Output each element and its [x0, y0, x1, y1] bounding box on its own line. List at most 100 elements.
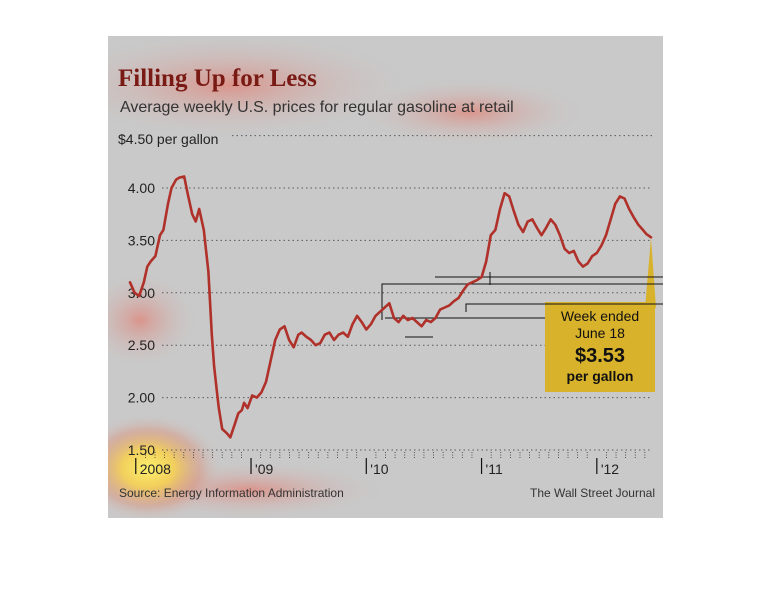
price-point: [154, 255, 157, 257]
y-tick-label: 4.00: [128, 180, 155, 196]
price-point: [545, 226, 547, 229]
price-point: [260, 391, 263, 394]
heat-spot-corner: [108, 413, 223, 518]
price-point: [536, 226, 538, 229]
price-points: [129, 175, 652, 439]
price-point: [476, 279, 478, 282]
price-point: [411, 317, 414, 319]
price-point: [582, 265, 584, 268]
price-point: [402, 315, 405, 317]
price-point: [225, 432, 228, 435]
heat-spot-title: [108, 36, 420, 140]
x-tick-label: '10: [370, 461, 388, 477]
price-point: [448, 304, 451, 307]
price-point: [586, 262, 589, 265]
callout-background: [545, 302, 655, 392]
price-point: [323, 333, 326, 336]
price-point: [605, 234, 607, 237]
price-point: [591, 255, 594, 257]
y-tick-label: 3.50: [128, 232, 155, 248]
price-point: [443, 306, 446, 309]
price-point: [406, 319, 409, 321]
price-point: [365, 328, 368, 331]
price-point: [559, 234, 561, 237]
price-point: [489, 234, 492, 237]
price-point: [650, 236, 652, 239]
y-axis-ticks: 4.003.503.002.502.001.50: [128, 180, 155, 458]
heat-spot-subtitle: [350, 77, 590, 147]
y-unit-label: $4.50 per gallon: [118, 131, 218, 147]
price-point: [595, 252, 598, 254]
price-point: [499, 208, 501, 210]
x-axis-ticks: 2008 '09 '10 '11 '12: [135, 452, 646, 477]
price-point: [142, 281, 145, 284]
price-point: [194, 220, 197, 223]
price-point: [300, 331, 303, 334]
callout-value: $3.53: [575, 345, 625, 367]
price-point: [512, 210, 515, 213]
price-point: [274, 339, 277, 341]
price-point: [178, 176, 181, 179]
price-point: [283, 325, 286, 328]
x-tick-label: '11: [486, 461, 503, 477]
price-point: [269, 360, 272, 362]
price-point: [351, 323, 354, 326]
callout-line1: Week ended: [561, 308, 639, 324]
price-point: [508, 195, 511, 198]
price-point: [374, 315, 377, 317]
price-point: [388, 302, 391, 305]
price-point: [138, 295, 141, 297]
callout-line2: June 18: [575, 325, 625, 341]
price-point: [360, 321, 363, 323]
price-point: [494, 229, 497, 231]
price-point: [314, 344, 317, 347]
price-point: [183, 175, 186, 178]
y-tick-label: 2.50: [128, 337, 155, 353]
chart-subtitle: Average weekly U.S. prices for regular g…: [120, 99, 514, 116]
price-line: [128, 175, 653, 439]
price-point: [540, 234, 543, 237]
price-point: [637, 223, 640, 226]
price-point: [549, 218, 552, 221]
price-point: [383, 306, 386, 309]
price-point: [149, 260, 152, 263]
price-point: [337, 333, 340, 336]
price-point: [237, 412, 240, 415]
price-point: [642, 229, 644, 231]
price-point: [632, 216, 635, 219]
price-point: [198, 208, 201, 210]
price-point: [243, 401, 246, 404]
price-point: [462, 289, 464, 292]
price-point: [207, 270, 210, 273]
price-point: [429, 321, 432, 323]
price-point: [162, 229, 165, 231]
price-point: [356, 315, 358, 317]
price-point: [129, 281, 131, 284]
price-point: [229, 436, 232, 439]
price-point: [240, 409, 243, 412]
price-point: [305, 335, 308, 338]
price-point: [480, 276, 483, 278]
callout-unit: per gallon: [567, 368, 634, 384]
price-point: [628, 208, 630, 210]
price-point: [577, 260, 580, 263]
annotation-leaders: [381, 272, 663, 338]
price-point: [526, 220, 529, 223]
price-point: [554, 223, 557, 226]
price-point: [379, 310, 381, 313]
y-tick-label: 2.00: [128, 390, 155, 406]
price-point: [133, 291, 136, 294]
price-point: [531, 218, 534, 221]
leader-line-3: [465, 303, 663, 312]
price-point: [453, 300, 455, 303]
grid-lines: [162, 135, 652, 451]
price-point: [563, 247, 566, 250]
price-point: [234, 422, 236, 425]
price-point: [522, 231, 524, 233]
price-point: [167, 202, 169, 205]
price-point: [265, 381, 267, 383]
price-point: [393, 317, 395, 319]
price-point: [186, 192, 189, 195]
price-point: [619, 195, 621, 198]
price-point: [191, 213, 194, 216]
